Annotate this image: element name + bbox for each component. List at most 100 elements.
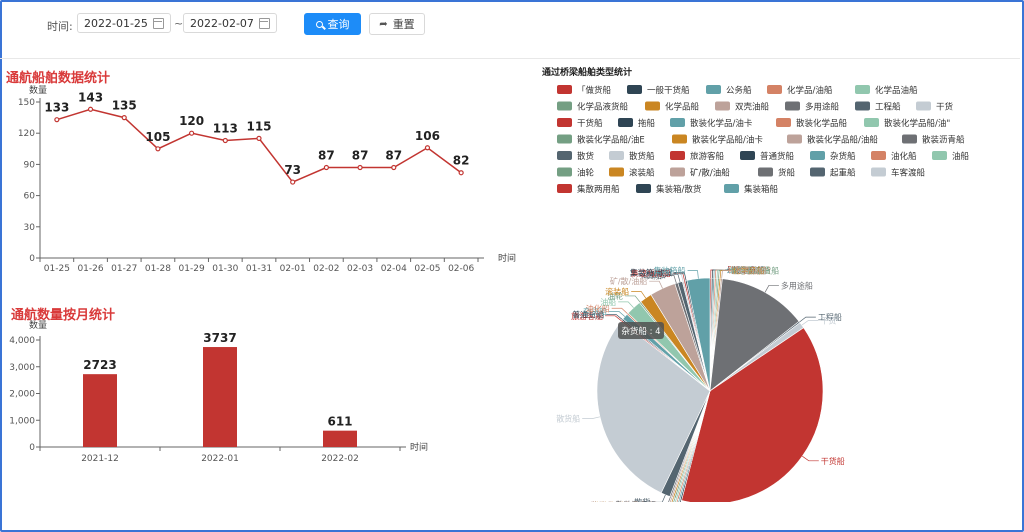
legend-item[interactable]: 一般干货船 xyxy=(627,85,690,96)
legend-item[interactable]: 集装箱船 xyxy=(724,184,779,195)
legend-item[interactable]: 工程船 xyxy=(855,101,901,113)
line-ytick-label: 90 xyxy=(24,160,36,170)
legend-label: 散装化学品船 xyxy=(796,118,848,129)
line-point[interactable] xyxy=(391,164,397,171)
search-icon xyxy=(315,20,323,28)
legend-item[interactable]: 散装化学品船/油船 xyxy=(787,134,878,146)
legend-label: 化学品液货船 xyxy=(577,102,629,113)
share-icon: ➦ xyxy=(379,18,388,30)
legend-item[interactable]: 集装箱/散货 xyxy=(636,184,702,195)
legend-item[interactable]: 化学品/油船 xyxy=(767,85,833,96)
legend-item[interactable]: 散装化学品/油卡 xyxy=(670,118,753,129)
pie-slice[interactable] xyxy=(709,278,800,392)
legend-item[interactable]: 干货船 xyxy=(557,118,603,129)
legend-item[interactable]: 普通货船 xyxy=(740,151,795,162)
pie-slice-label: 车客渡船 xyxy=(637,268,669,278)
query-button[interactable]: 查询 xyxy=(304,13,361,35)
legend-swatch xyxy=(916,101,931,111)
end-date-input[interactable]: 2022-02-07 xyxy=(183,13,277,33)
pie-label-line xyxy=(668,496,671,502)
legend-item[interactable]: 矿/散/油船 xyxy=(670,167,730,179)
pie-chart: 通过桥梁船舶类型统计「做货船 一般干货船 公务船 化学品/油船 化学品油船化学品液货船化… xyxy=(542,66,970,502)
pie-label-line xyxy=(667,273,681,283)
pie-slice-label: 化学品/油船 xyxy=(728,265,771,275)
legend-label: 散装化学品船/油E xyxy=(577,135,645,146)
pie-slice[interactable] xyxy=(681,327,824,502)
legend-item[interactable]: 化学品液货船 xyxy=(557,101,629,113)
bar-chart: 数量 0 1,000 2,000 3,000 4,000 时间 2723 2021-12 3737… xyxy=(9,319,428,464)
line-point[interactable] xyxy=(424,145,431,151)
legend-item[interactable]: 集散两用船 xyxy=(557,184,620,195)
line-point[interactable] xyxy=(155,146,161,152)
start-date-input[interactable]: 2022-01-25 xyxy=(77,13,171,33)
pie-slice[interactable] xyxy=(686,277,711,392)
legend-item[interactable]: 散装化学品船/油" xyxy=(864,118,950,129)
legend-item[interactable]: 散货 xyxy=(557,151,595,162)
line-value-label: 135 xyxy=(112,99,137,113)
start-date-value: 2022-01-25 xyxy=(84,17,148,30)
legend-item[interactable]: 「做货船 xyxy=(557,85,612,96)
legend-item[interactable]: 公务船 xyxy=(706,85,752,96)
bar[interactable] xyxy=(83,374,117,447)
legend-label: 一般干货船 xyxy=(647,85,690,96)
line-value-label: 105 xyxy=(145,130,170,144)
line-point[interactable] xyxy=(222,137,228,144)
legend-item[interactable]: 滚装船 xyxy=(609,167,655,179)
bar[interactable] xyxy=(323,430,357,447)
bar-ytick-label: 3,000 xyxy=(9,363,35,373)
pie-slice-label: 散装化学品船/油船 xyxy=(591,500,658,502)
line-point[interactable] xyxy=(458,170,464,176)
legend-item[interactable]: 货船 xyxy=(758,167,796,179)
legend-item[interactable]: 油船 xyxy=(932,151,970,162)
reset-button[interactable]: ➦ 重置 xyxy=(369,13,425,35)
line-point[interactable] xyxy=(357,164,363,171)
legend-item[interactable]: 散装化学品船/油卡 xyxy=(672,134,763,146)
legend-item[interactable]: 化学品船 xyxy=(645,101,700,113)
line-xtick-label: 02-05 xyxy=(414,264,440,274)
legend-swatch xyxy=(864,118,879,127)
pie-label-line xyxy=(606,314,623,320)
legend-label: 车客渡船 xyxy=(891,168,926,179)
bar[interactable] xyxy=(203,347,237,447)
legend-item[interactable]: 化学品油船 xyxy=(855,85,918,96)
line-point[interactable] xyxy=(290,179,296,185)
legend-label: 普通货船 xyxy=(760,151,795,162)
legend-swatch xyxy=(715,101,730,111)
line-value-label: 87 xyxy=(318,149,335,163)
pie-slice[interactable] xyxy=(596,320,711,494)
legend-item[interactable]: 散货船 xyxy=(609,151,655,162)
line-ytick-label: 150 xyxy=(18,98,35,108)
legend-swatch xyxy=(776,118,791,127)
legend-item[interactable]: 多用途船 xyxy=(785,101,840,113)
legend-item[interactable]: 车客渡船 xyxy=(871,167,926,179)
line-point[interactable] xyxy=(323,164,329,171)
legend-item[interactable]: 散装沥青船 xyxy=(902,134,965,146)
legend-swatch xyxy=(740,151,755,160)
legend-item[interactable]: 杂货船 xyxy=(810,151,856,162)
line-ytick-label: 0 xyxy=(29,254,35,264)
line-point[interactable] xyxy=(54,117,60,123)
legend-item[interactable]: 干货 xyxy=(916,101,954,113)
pie-label-line xyxy=(663,275,677,284)
legend-swatch xyxy=(902,134,917,144)
legend-item[interactable]: 拖船 xyxy=(618,118,656,129)
line-point[interactable] xyxy=(87,106,94,112)
legend-item[interactable]: 散装化学品船 xyxy=(776,118,848,129)
pie-label-line xyxy=(652,494,666,502)
pie-chart-title: 通过桥梁船舶类型统计 xyxy=(542,66,632,78)
line-value-label: 120 xyxy=(179,114,204,128)
legend-item[interactable]: 起重船 xyxy=(810,167,856,179)
line-point[interactable] xyxy=(256,135,262,142)
legend-item[interactable]: 散装化学品船/油E xyxy=(557,134,645,146)
line-point[interactable] xyxy=(121,114,127,121)
line-xtick-label: 01-27 xyxy=(111,264,137,274)
line-point[interactable] xyxy=(189,130,195,136)
line-xtick-label: 01-31 xyxy=(246,264,272,274)
legend-item[interactable]: 双壳油船 xyxy=(715,101,770,113)
legend-item[interactable]: 油化船 xyxy=(871,151,917,162)
pie-label-line xyxy=(618,301,634,308)
bar-ytick-label: 1,000 xyxy=(9,416,35,426)
legend-item[interactable]: 油轮 xyxy=(557,167,595,179)
legend-item[interactable]: 旅游客船 xyxy=(670,151,725,162)
legend-label: 散装化学品船/油卡 xyxy=(692,135,763,146)
